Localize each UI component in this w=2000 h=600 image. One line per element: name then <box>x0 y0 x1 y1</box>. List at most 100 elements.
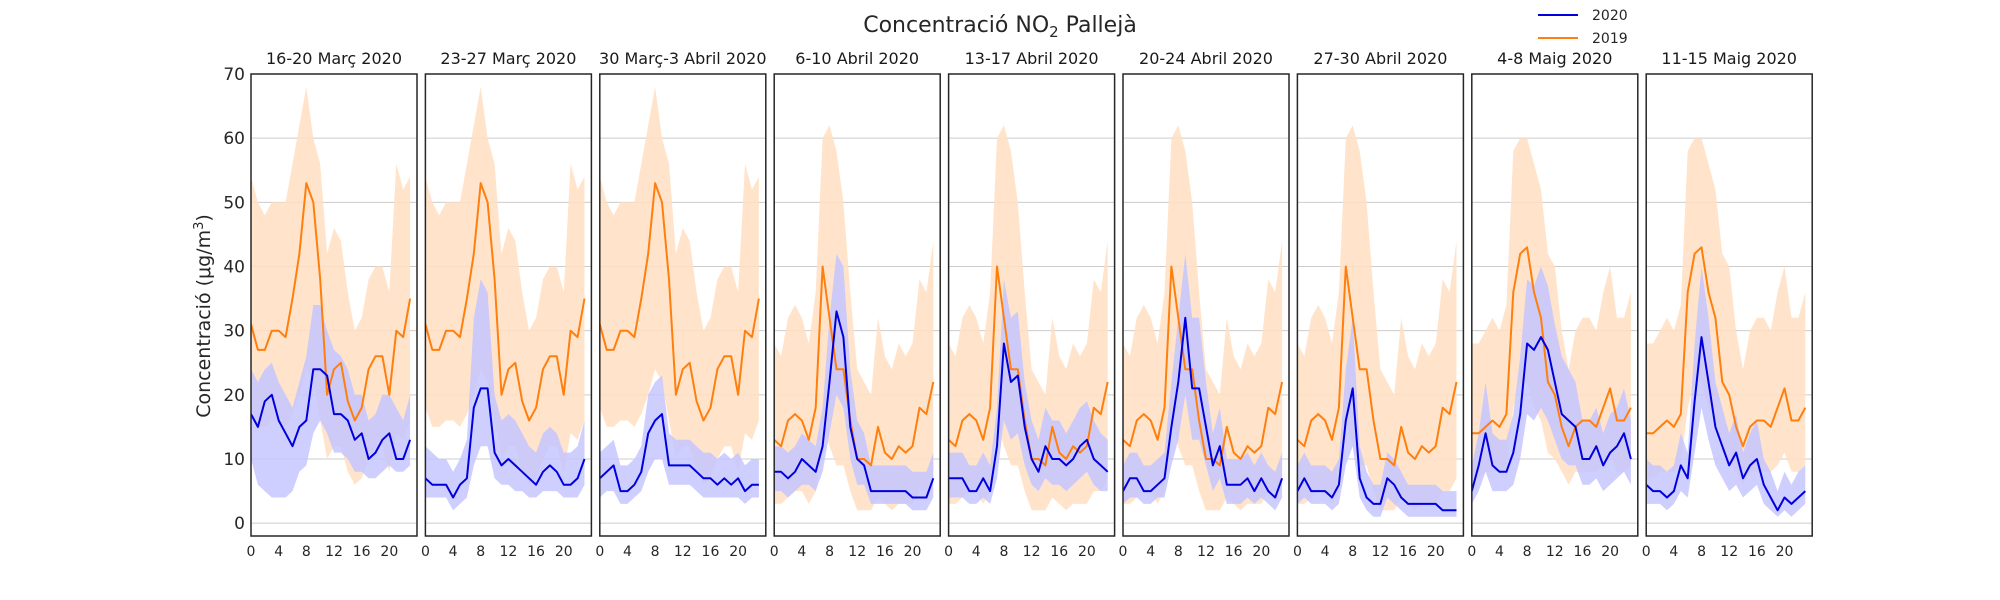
x-tick-label: 20 <box>1427 544 1445 560</box>
x-tick-label: 12 <box>325 544 343 560</box>
x-tick-label: 0 <box>1293 544 1302 560</box>
chart-title-rest: Pallejà <box>1059 13 1137 38</box>
x-tick-label: 20 <box>1078 544 1096 560</box>
y-tick-label: 0 <box>234 514 245 534</box>
band-2020 <box>774 253 934 511</box>
panel-frame <box>1645 73 1813 537</box>
x-tick-label: 16 <box>1574 544 1592 560</box>
y-axis-label-end: ) <box>193 214 215 221</box>
y-tick-label: 20 <box>223 386 245 406</box>
panel-title: 30 Març-3 Abril 2020 <box>599 49 767 68</box>
series-line-2020 <box>1471 336 1632 492</box>
band-2020 <box>948 279 1108 504</box>
panel-7: 27-30 Abril 2020 0 4 8 12 16 20 <box>1293 49 1465 560</box>
band-2019 <box>425 86 585 485</box>
series-line-2019 <box>1297 265 1458 467</box>
legend: 2020 2019 <box>1538 8 1628 47</box>
panel-frame <box>1471 73 1639 537</box>
x-tick-label: 4 <box>797 544 806 560</box>
x-tick-label: 12 <box>1023 544 1041 560</box>
y-axis-label-superscript: 3 <box>192 222 207 230</box>
x-tick-label: 12 <box>1720 544 1738 560</box>
x-tick-label: 8 <box>825 544 834 560</box>
x-tick-label: 4 <box>1146 544 1155 560</box>
panel-title: 13-17 Abril 2020 <box>965 49 1099 68</box>
x-tick-label: 12 <box>1371 544 1389 560</box>
y-tick-label: 10 <box>223 450 245 470</box>
panel-frame <box>424 73 593 537</box>
band-2019 <box>1646 138 1806 485</box>
panel-frame <box>1296 73 1465 537</box>
x-tick-label: 12 <box>1197 544 1215 560</box>
x-tick-label: 20 <box>904 544 922 560</box>
x-tick-label: 4 <box>274 544 283 560</box>
band-2019 <box>599 86 759 485</box>
x-tick-label: 4 <box>1321 544 1330 560</box>
x-tick-label: 20 <box>380 544 398 560</box>
x-tick-label: 8 <box>476 544 485 560</box>
band-2019 <box>251 86 411 485</box>
y-tick-label: 30 <box>223 322 245 342</box>
panel-title: 6-10 Abril 2020 <box>795 49 919 68</box>
x-tick-label: 12 <box>848 544 866 560</box>
band-2020 <box>1646 266 1806 517</box>
x-tick-label: 12 <box>499 544 517 560</box>
series-line-2020 <box>1297 387 1457 512</box>
panel-6: 20-24 Abril 2020 0 4 8 12 16 20 <box>1119 49 1290 560</box>
panel-frame <box>599 73 767 537</box>
series-line-2020 <box>1123 316 1284 499</box>
x-tick-label: 8 <box>651 544 660 560</box>
x-tick-label: 8 <box>1348 544 1357 560</box>
x-tick-label: 0 <box>770 544 779 560</box>
x-tick-label: 0 <box>421 544 430 560</box>
band-2020 <box>425 279 585 511</box>
series-line-2020 <box>774 310 935 499</box>
series-line-2020 <box>599 413 759 493</box>
series-line-2019 <box>425 182 586 422</box>
x-tick-label: 16 <box>1225 544 1243 560</box>
chart-title-main: Concentració NO <box>863 13 1049 38</box>
chart-title: Concentració NO2 Pallejà <box>863 13 1137 41</box>
x-tick-label: 16 <box>527 544 545 560</box>
x-tick-label: 16 <box>1399 544 1417 560</box>
x-tick-label: 4 <box>972 544 981 560</box>
legend-label-2020: 2020 <box>1592 8 1628 24</box>
panel-title: 27-30 Abril 2020 <box>1313 49 1447 68</box>
x-tick-label: 4 <box>623 544 632 560</box>
panel-5: 13-17 Abril 2020 0 4 8 12 16 20 <box>944 49 1116 560</box>
x-tick-label: 16 <box>353 544 371 560</box>
chart-title-subscript: 2 <box>1049 23 1059 41</box>
band-2020 <box>1297 317 1457 517</box>
x-tick-label: 16 <box>702 544 720 560</box>
x-tick-label: 0 <box>1467 544 1476 560</box>
series-line-2019 <box>1646 246 1807 448</box>
x-tick-label: 20 <box>729 544 747 560</box>
y-tick-label: 50 <box>223 193 245 213</box>
band-2020 <box>1471 266 1631 504</box>
x-tick-label: 0 <box>595 544 604 560</box>
panel-frame <box>250 73 418 537</box>
x-tick-label: 8 <box>1523 544 1532 560</box>
x-tick-label: 20 <box>1252 544 1270 560</box>
panel-frame <box>947 73 1116 537</box>
x-tick-label: 8 <box>999 544 1008 560</box>
panel-8: 4-8 Maig 2020 0 4 8 12 16 20 <box>1467 49 1639 560</box>
panel-title: 11-15 Maig 2020 <box>1661 49 1797 68</box>
x-tick-label: 4 <box>449 544 458 560</box>
x-tick-label: 16 <box>1050 544 1068 560</box>
band-2020 <box>1123 253 1283 511</box>
x-tick-label: 12 <box>674 544 692 560</box>
panel-9: 11-15 Maig 2020 0 4 8 12 16 20 <box>1642 49 1813 560</box>
series-line-2020 <box>1646 336 1806 512</box>
series-line-2019 <box>251 182 412 422</box>
panel-4: 6-10 Abril 2020 0 4 8 12 16 20 <box>770 49 941 560</box>
x-tick-label: 8 <box>1174 544 1183 560</box>
x-tick-label: 8 <box>1697 544 1706 560</box>
series-line-2019 <box>1123 265 1284 467</box>
series-line-2020 <box>425 387 586 499</box>
series-line-2019 <box>1471 246 1632 448</box>
panel-title: 23-27 Març 2020 <box>440 49 576 68</box>
x-tick-label: 0 <box>944 544 953 560</box>
